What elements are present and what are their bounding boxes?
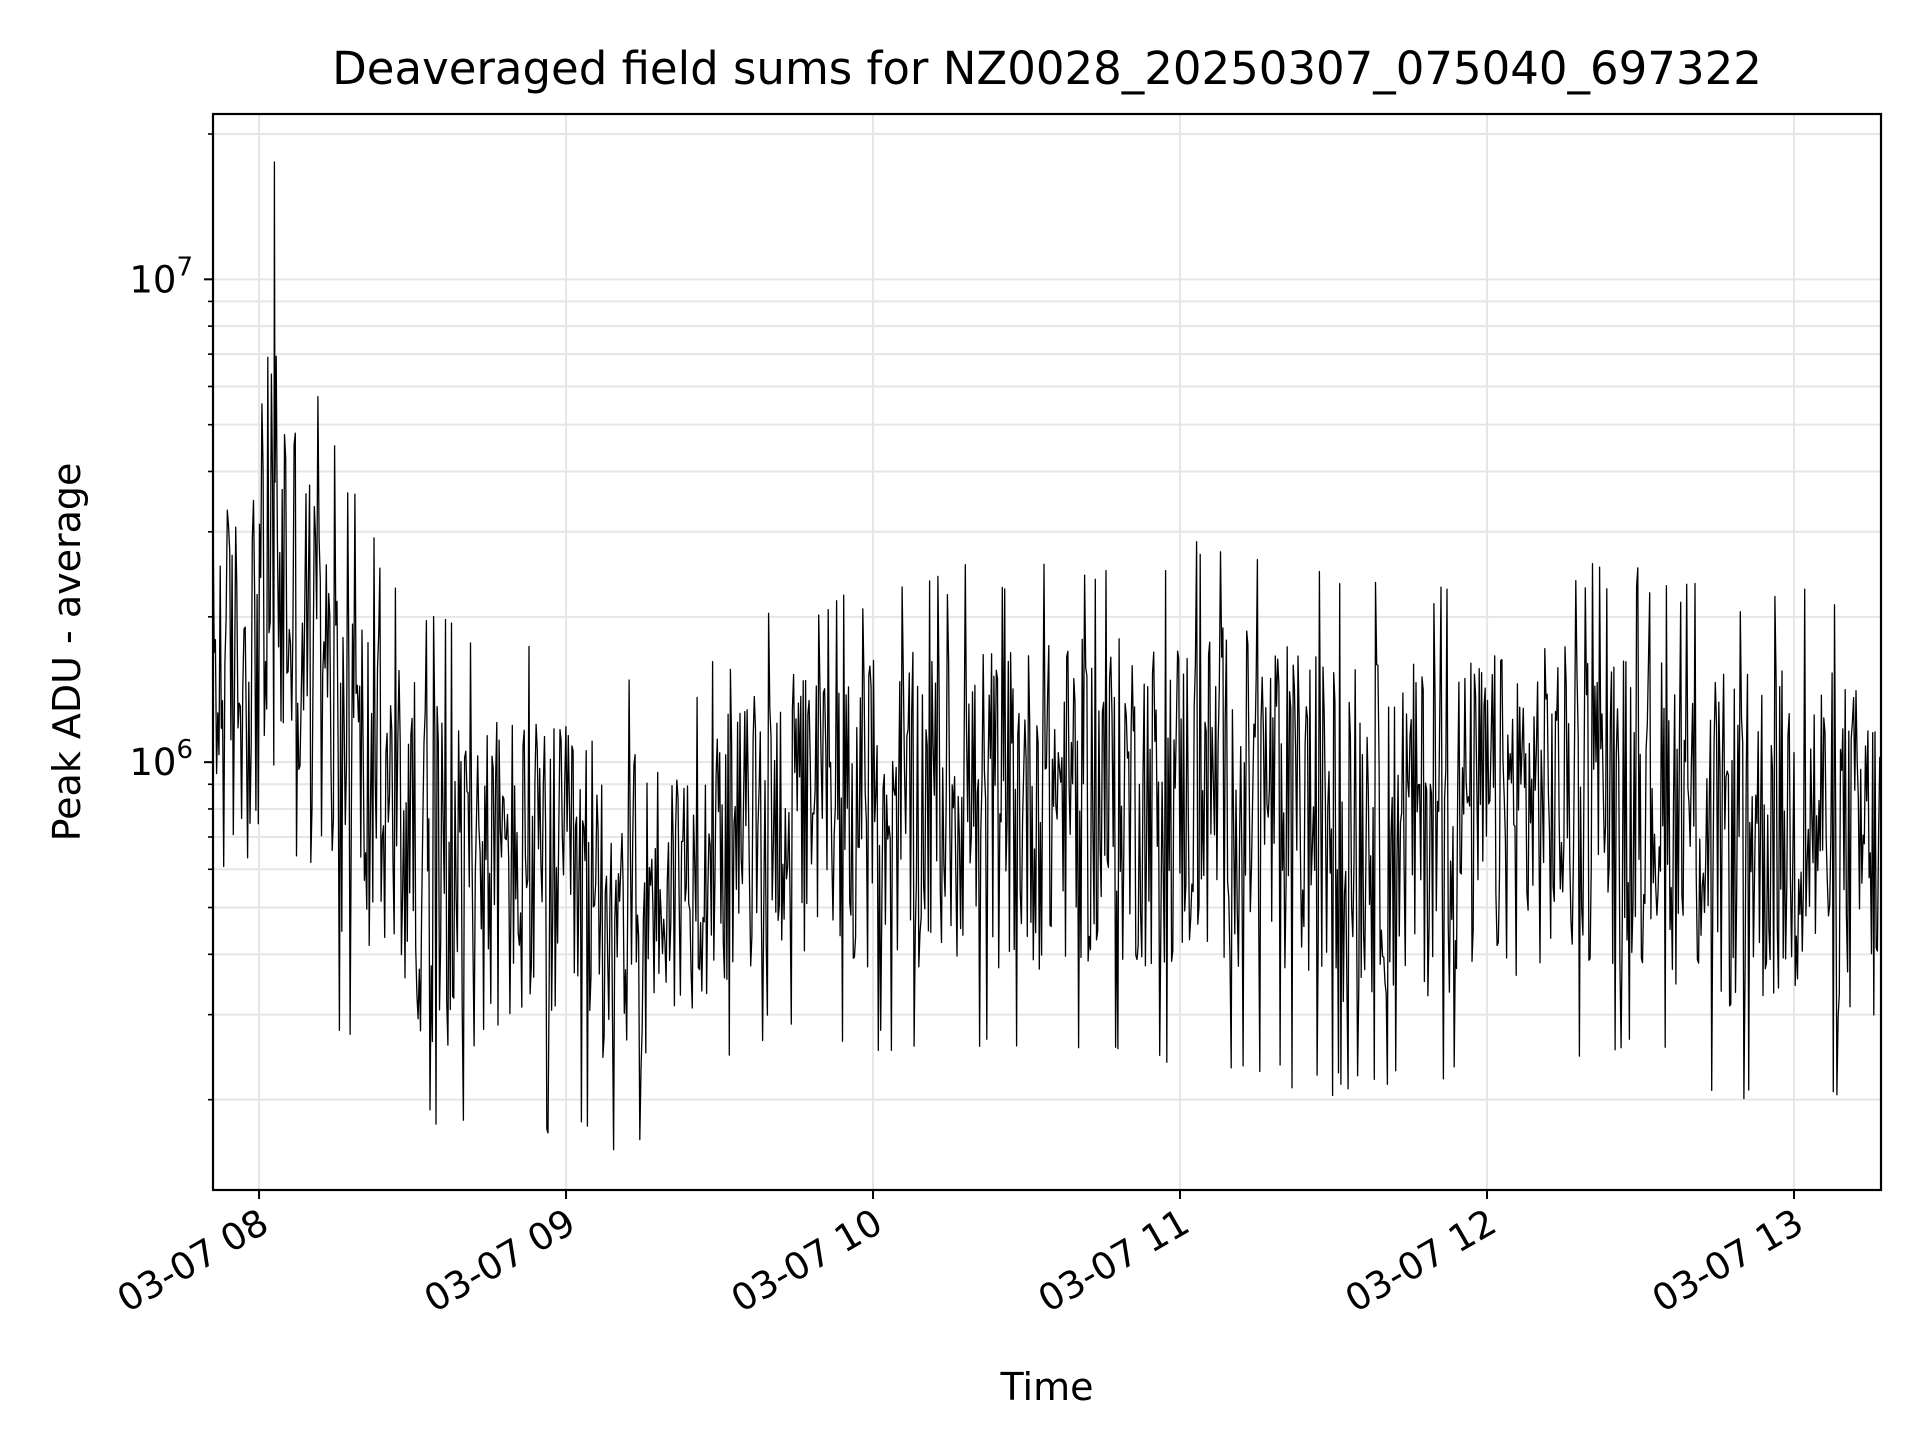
x-axis: 03-07 08 03-07 09 03-07 10 03-07 11 03-07 12… (110, 1190, 1811, 1321)
y-tick-label: 107 (129, 252, 193, 301)
y-axis-label: Peak ADU - average (45, 463, 89, 842)
x-tick-label: 03-07 12 (1338, 1201, 1504, 1321)
y-tick-base: 10 (129, 258, 176, 301)
series-line (212, 161, 1881, 1151)
x-tick-label: 03-07 11 (1031, 1201, 1197, 1321)
y-tick-exponent: 7 (176, 252, 193, 282)
x-tick-label: 03-07 09 (417, 1201, 583, 1321)
y-tick-base: 10 (129, 741, 176, 784)
x-tick-label: 03-07 08 (110, 1201, 276, 1321)
x-axis-label: Time (1000, 1365, 1094, 1409)
y-tick-exponent: 6 (176, 735, 193, 765)
x-tick-label: 03-07 13 (1645, 1201, 1811, 1321)
plot-frame (211, 112, 1883, 1192)
y-tick-label: 106 (129, 735, 193, 784)
series-path (212, 161, 1881, 1151)
chart-title: Deaveraged field sums for NZ0028_2025030… (332, 42, 1762, 95)
x-tick-label: 03-07 10 (724, 1201, 890, 1321)
